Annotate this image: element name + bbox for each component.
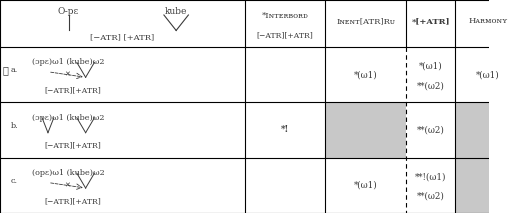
Text: O-pɛ: O-pɛ <box>58 7 79 16</box>
Text: [−ATR] [+ATR]: [−ATR] [+ATR] <box>90 33 154 42</box>
Text: [−ATR][+ATR]: [−ATR][+ATR] <box>44 86 101 94</box>
Bar <box>326 102 406 158</box>
Text: *!: *! <box>281 125 289 134</box>
Text: *(ω1): *(ω1) <box>419 62 442 71</box>
Text: *(ω1): *(ω1) <box>354 181 377 190</box>
Text: b.: b. <box>11 122 18 130</box>
Text: Iɴᴇɴᴛ[ATR]Rᴜ: Iɴᴇɴᴛ[ATR]Rᴜ <box>336 17 395 25</box>
Text: [−ATR][+ATR]: [−ATR][+ATR] <box>44 197 101 205</box>
Text: ☞: ☞ <box>3 66 8 75</box>
Text: *(ω1): *(ω1) <box>476 70 500 79</box>
Text: (ɔpɛ)ω1 (kube)ω2: (ɔpɛ)ω1 (kube)ω2 <box>32 58 104 66</box>
Text: kube: kube <box>165 7 187 16</box>
Text: (opɛ)ω1 (kube)ω2: (opɛ)ω1 (kube)ω2 <box>32 169 105 177</box>
Text: a.: a. <box>11 66 18 74</box>
Bar <box>455 102 508 158</box>
Bar <box>455 158 508 213</box>
Text: **!(ω1): **!(ω1) <box>415 173 447 181</box>
Text: c.: c. <box>11 177 18 185</box>
Text: **(ω2): **(ω2) <box>417 81 444 90</box>
Text: *[+ATR]: *[+ATR] <box>411 17 450 25</box>
Text: ✕: ✕ <box>64 182 70 188</box>
Text: Hᴀʀᴍᴏɴʏ: Hᴀʀᴍᴏɴʏ <box>468 17 508 25</box>
Text: *Iɴᴛᴇʀʙᴏʀᴅ: *Iɴᴛᴇʀʙᴏʀᴅ <box>262 12 308 20</box>
Text: ✕: ✕ <box>64 72 70 78</box>
Text: [−ATR][+ATR]: [−ATR][+ATR] <box>257 31 313 39</box>
Text: (ɔpɛ)ω1 (kube)ω2: (ɔpɛ)ω1 (kube)ω2 <box>32 114 104 122</box>
Text: *(ω1): *(ω1) <box>354 70 377 79</box>
Text: **(ω2): **(ω2) <box>417 192 444 201</box>
Text: **(ω2): **(ω2) <box>417 125 444 134</box>
Text: [−ATR][+ATR]: [−ATR][+ATR] <box>44 141 101 150</box>
